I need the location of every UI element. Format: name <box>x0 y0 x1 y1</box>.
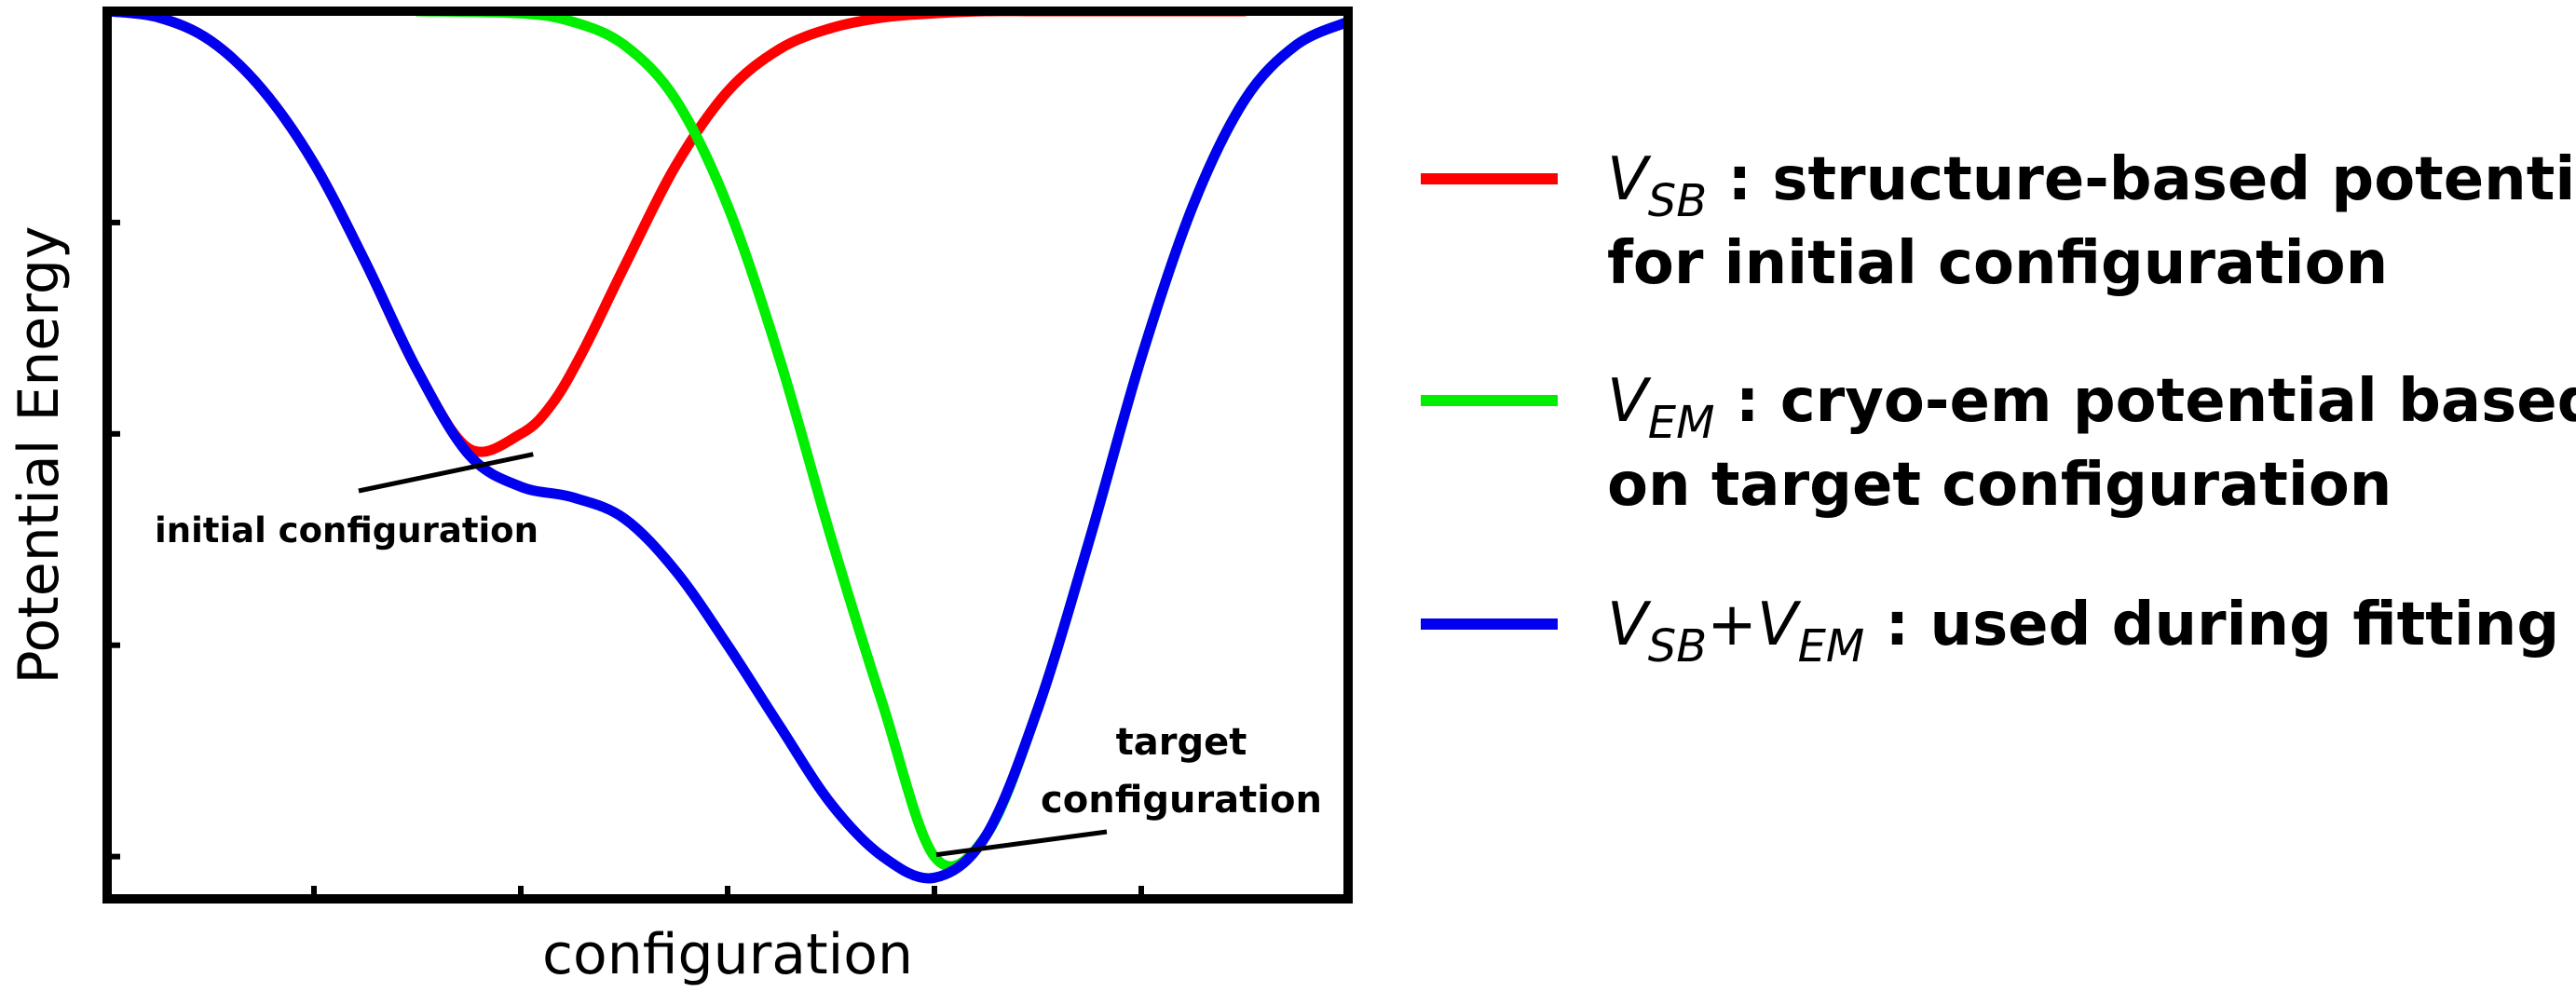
legend-entry-label: VSB : structure-based potential <box>1607 145 2576 227</box>
initial-configuration-label: initial configuration <box>155 510 538 550</box>
target-configuration-label-line: configuration <box>1041 779 1322 822</box>
initial-configuration-leader-line <box>358 452 534 494</box>
plot-border <box>102 7 1353 904</box>
legend-entry-label: VEM : cryo-em potential based <box>1607 367 2576 449</box>
annotations: initial configuration target configuration <box>155 452 1322 858</box>
legend-entry-label: VSB+VEM : used during fitting <box>1607 591 2559 673</box>
legend-entry-label-line2: on target configuration <box>1607 451 2392 520</box>
plot-frame <box>102 7 1353 904</box>
blue-curve-vsb-vem <box>107 11 1348 884</box>
red-curve-vsb <box>107 11 1250 457</box>
x-axis-title: configuration <box>542 922 913 987</box>
legend-entry-label-line2: for initial configuration <box>1607 229 2388 298</box>
axis-ticks <box>107 219 1144 899</box>
y-axis-title: Potential Energy <box>7 226 72 685</box>
target-configuration-leader-line <box>935 829 1108 858</box>
target-configuration-label-line: target <box>1116 721 1247 764</box>
